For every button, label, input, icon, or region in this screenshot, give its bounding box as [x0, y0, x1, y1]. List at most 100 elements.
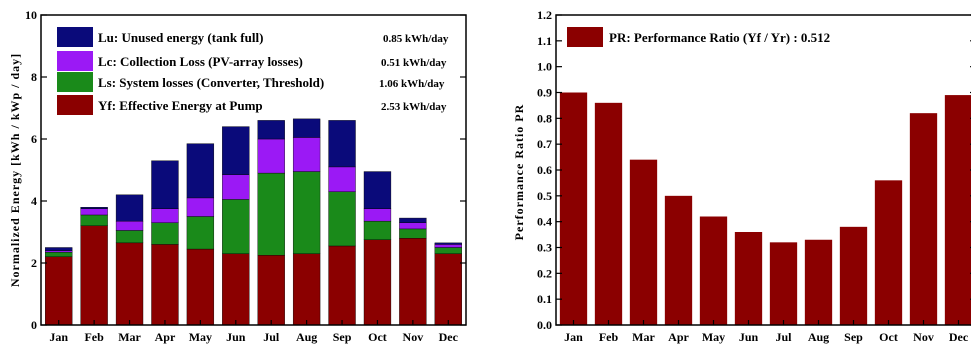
energy-bar-jun-series-2 — [222, 174, 250, 200]
legend-value-lu: 0.85 kWh/day — [383, 33, 449, 45]
pr-y-tick-label: 0.5 — [537, 189, 552, 203]
energy-bar-jul-series-3 — [257, 120, 285, 140]
pr-bar-mar — [629, 159, 658, 325]
energy-bar-oct-series-0 — [363, 239, 392, 326]
pr-x-tick-label: Dec — [949, 330, 969, 344]
pr-x-tick-label: Jan — [564, 330, 583, 344]
pr-bar-apr — [664, 195, 693, 325]
pr-x-tick-label: Jul — [775, 330, 792, 344]
legend-swatch-yf — [57, 95, 93, 115]
legend-swatch-lc — [57, 51, 93, 71]
energy-bar-dec-series-1 — [434, 247, 462, 254]
energy-bar-sep-series-0 — [328, 245, 356, 326]
energy-legend: Lu: Unused energy (tank full) 0.85 kWh/d… — [57, 27, 449, 115]
energy-x-tick-label: Jan — [49, 330, 68, 344]
pr-bar-oct — [874, 180, 903, 325]
energy-bar-oct-series-2 — [363, 208, 392, 222]
pr-y-tick-label: 0.1 — [537, 292, 552, 306]
energy-bar-dec-series-2 — [434, 244, 462, 248]
energy-x-tick-label: May — [189, 330, 212, 344]
pr-y-tick-label: 0.4 — [537, 215, 552, 229]
pr-y-tick-label: 0.6 — [537, 163, 552, 177]
pr-bar-dec — [944, 95, 971, 325]
pr-legend: PR: Performance Ratio (Yf / Yr) : 0.512 — [567, 27, 830, 47]
energy-bar-mar-series-0 — [115, 242, 144, 326]
pr-bar-jan — [559, 92, 588, 325]
energy-bar-may-series-1 — [186, 216, 215, 250]
energy-bar-aug-series-1 — [292, 171, 321, 254]
legend-value-yf: 2.53 kWh/day — [381, 101, 447, 113]
energy-x-tick-label: Jun — [226, 330, 246, 344]
energy-bar-mar-series-1 — [115, 230, 144, 244]
energy-y-tick-label: 2 — [31, 256, 37, 270]
energy-chart: Normalized Energy [kWh / kWp / day] 0 2 4 6… — [8, 8, 467, 344]
energy-x-tick-label: Feb — [84, 330, 104, 344]
energy-bar-jan-series-2 — [45, 250, 73, 253]
legend-label-ls: Ls: System losses (Converter, Threshold) — [98, 75, 324, 90]
pr-x-tick-label: May — [702, 330, 725, 344]
energy-y-tick-label: 8 — [31, 70, 37, 84]
pr-y-tick-label: 1.1 — [537, 34, 552, 48]
energy-y-tick-label: 10 — [25, 8, 37, 22]
pr-x-tick-label: Sep — [844, 330, 863, 344]
pr-y-tick-label: 0.7 — [537, 137, 552, 151]
energy-bar-mar-series-2 — [115, 220, 144, 231]
energy-bar-nov-series-2 — [399, 222, 427, 230]
energy-bar-may-series-2 — [186, 197, 215, 217]
energy-bar-jun-series-0 — [222, 253, 250, 326]
energy-bar-oct-series-1 — [363, 220, 392, 240]
pr-bar-jul — [769, 242, 798, 325]
energy-y-tick-label: 6 — [31, 132, 37, 146]
energy-bar-apr-series-1 — [151, 222, 179, 245]
energy-x-tick-label: Sep — [333, 330, 352, 344]
pr-y-tick-label: 0.2 — [537, 266, 552, 280]
energy-bar-dec-series-3 — [434, 242, 462, 245]
pr-bar-aug — [804, 239, 833, 325]
pr-y-tick-label: 0.8 — [537, 111, 552, 125]
pr-bar-nov — [909, 113, 938, 326]
legend-value-lc: 0.51 kWh/day — [381, 57, 447, 69]
energy-bar-nov-series-3 — [399, 217, 427, 223]
energy-bar-apr-series-2 — [151, 208, 179, 223]
energy-bar-jan-series-3 — [45, 247, 73, 251]
energy-x-tick-label: Mar — [118, 330, 141, 344]
energy-bar-sep-series-3 — [328, 120, 356, 168]
energy-bar-jul-series-2 — [257, 138, 285, 174]
pr-y-tick-label: 0.3 — [537, 241, 552, 255]
energy-bar-aug-series-3 — [292, 118, 321, 138]
pr-bar-sep — [839, 226, 868, 325]
pr-y-axis-title: Performance Ratio PR — [512, 104, 526, 241]
legend-label-pr: PR: Performance Ratio (Yf / Yr) : 0.512 — [609, 30, 830, 45]
energy-bar-nov-series-1 — [399, 228, 427, 239]
pr-y-tick-label: 1.2 — [537, 8, 552, 22]
energy-bar-mar-series-3 — [115, 194, 144, 222]
energy-x-tick-label: Dec — [439, 330, 459, 344]
energy-bar-aug-series-2 — [292, 137, 321, 172]
legend-value-ls: 1.06 kWh/day — [379, 78, 445, 90]
energy-bar-may-series-0 — [186, 248, 215, 326]
energy-x-tick-label: Jul — [263, 330, 280, 344]
legend-label-yf: Yf: Effective Energy at Pump — [98, 98, 263, 113]
pr-x-tick-label: Jun — [739, 330, 759, 344]
energy-bar-dec-series-0 — [434, 253, 462, 326]
energy-bar-feb-series-3 — [80, 206, 108, 209]
energy-bar-feb-series-2 — [80, 208, 108, 216]
energy-plot-frame — [40, 14, 467, 326]
energy-bar-jan-series-1 — [45, 251, 73, 257]
pr-y-tick-label: 0.0 — [537, 318, 552, 332]
energy-bar-jun-series-1 — [222, 199, 250, 254]
energy-bar-jul-series-1 — [257, 172, 285, 256]
energy-y-tick-label: 4 — [31, 194, 37, 208]
energy-x-tick-label: Apr — [155, 330, 176, 344]
energy-bar-may-series-3 — [186, 143, 215, 199]
energy-x-tick-label: Nov — [403, 330, 424, 344]
pr-bar-jun — [734, 232, 763, 325]
energy-x-tick-label: Oct — [368, 330, 387, 344]
energy-bar-jul-series-0 — [257, 255, 285, 326]
energy-x-tick-label: Aug — [296, 330, 317, 344]
legend-label-lu: Lu: Unused energy (tank full) — [98, 30, 263, 45]
pr-x-tick-label: Apr — [668, 330, 689, 344]
pr-x-tick-label: Oct — [879, 330, 898, 344]
pr-y-tick-label: 0.9 — [537, 86, 552, 100]
